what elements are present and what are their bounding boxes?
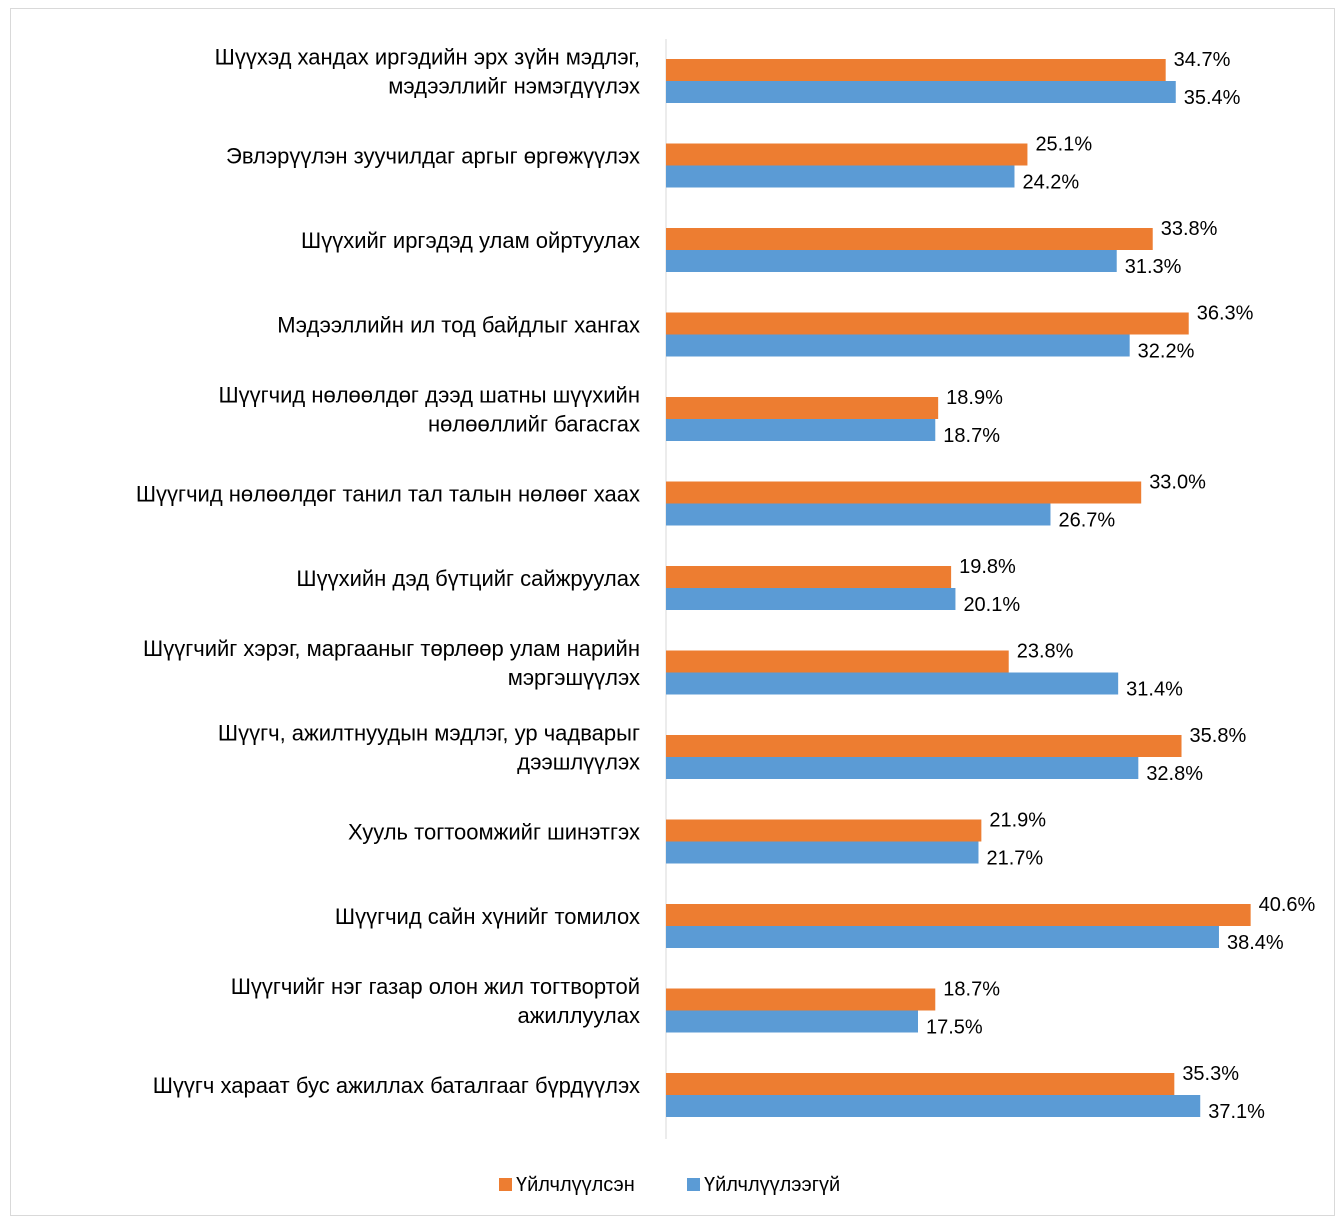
bar-not-serviced bbox=[666, 419, 936, 441]
data-label: 26.7% bbox=[1058, 510, 1115, 532]
data-label: 17.5% bbox=[926, 1017, 983, 1039]
bar-chart: Шүүхэд хандах иргэдийн эрх зүйн мэдлэг, м… bbox=[136, 39, 1316, 1196]
data-label: 33.8% bbox=[1161, 218, 1218, 240]
data-label: 32.8% bbox=[1146, 763, 1203, 785]
data-label: 21.7% bbox=[986, 848, 1043, 870]
bar-serviced bbox=[666, 228, 1153, 250]
data-label: 31.3% bbox=[1125, 256, 1182, 278]
legend-swatch-not-serviced bbox=[687, 1178, 700, 1191]
category-label: Шүүгч хараат бус ажиллах баталгааг бүрдү… bbox=[153, 1073, 640, 1098]
category-label: Шүүхийг иргэдэд улам ойртуулах bbox=[301, 228, 640, 253]
category-label-line: Шүүгчийг хэрэг, маргааныг төрлөөр улам н… bbox=[143, 636, 640, 661]
category-label-line: Шүүхийг иргэдэд улам ойртуулах bbox=[301, 228, 640, 253]
category-label: Хууль тогтоомжийг шинэтгэх bbox=[348, 820, 640, 845]
category-label-line: Мэдээллийн ил тод байдлыг хангах bbox=[277, 313, 640, 338]
data-label: 25.1% bbox=[1035, 134, 1092, 156]
data-label: 32.2% bbox=[1138, 341, 1195, 363]
bar-not-serviced bbox=[666, 250, 1117, 272]
bars-layer bbox=[666, 59, 1251, 1117]
bar-serviced bbox=[666, 59, 1166, 81]
data-label: 40.6% bbox=[1259, 894, 1316, 916]
category-label-line: мэдээллийг нэмэгдүүлэх bbox=[388, 74, 640, 99]
bar-serviced bbox=[666, 312, 1189, 335]
category-label: Мэдээллийн ил тод байдлыг хангах bbox=[277, 313, 640, 338]
data-label: 20.1% bbox=[963, 594, 1020, 616]
bar-not-serviced bbox=[666, 334, 1130, 357]
data-label: 38.4% bbox=[1227, 932, 1284, 954]
category-label: Шүүгч, ажилтнуудын мэдлэг, ур чадварыг дэ… bbox=[218, 721, 640, 775]
bar-not-serviced bbox=[666, 926, 1219, 948]
bar-not-serviced bbox=[666, 81, 1176, 103]
category-label-line: Шүүхийн дэд бүтцийг сайжруулах bbox=[296, 566, 640, 591]
data-label: 34.7% bbox=[1174, 49, 1231, 71]
data-label: 35.8% bbox=[1190, 725, 1247, 747]
chart-area: Шүүхэд хандах иргэдийн эрх зүйн мэдлэг, м… bbox=[10, 8, 1335, 1216]
bar-not-serviced bbox=[666, 672, 1119, 695]
category-label: Шүүхийн дэд бүтцийг сайжруулах bbox=[296, 566, 640, 591]
data-label: 35.3% bbox=[1182, 1063, 1239, 1085]
bar-serviced bbox=[666, 566, 952, 588]
data-label: 23.8% bbox=[1017, 641, 1074, 663]
data-label: 31.4% bbox=[1126, 679, 1183, 701]
bar-serviced bbox=[666, 143, 1028, 166]
bar-serviced bbox=[666, 735, 1182, 757]
bar-not-serviced bbox=[666, 1095, 1201, 1117]
category-label-line: Эвлэрүүлэн зуучилдаг аргыг өргөжүүлэх bbox=[226, 144, 640, 169]
data-label: 37.1% bbox=[1208, 1101, 1265, 1123]
category-label-line: Шүүгчийг нэг газар олон жил тогтвортой bbox=[231, 974, 640, 999]
bar-serviced bbox=[666, 988, 936, 1011]
data-label: 18.7% bbox=[943, 979, 1000, 1001]
bar-serviced bbox=[666, 904, 1251, 926]
data-label: 24.2% bbox=[1022, 172, 1079, 194]
bar-not-serviced bbox=[666, 588, 956, 610]
legend-label-serviced: Үйлчлүүлсэн bbox=[516, 1174, 635, 1196]
bar-not-serviced bbox=[666, 165, 1015, 188]
category-label: Шүүгчийг хэрэг, маргааныг төрлөөр улам н… bbox=[143, 636, 640, 690]
category-label: Эвлэрүүлэн зуучилдаг аргыг өргөжүүлэх bbox=[226, 144, 640, 169]
category-label: Шүүгчид нөлөөлдөг танил тал талын нөлөөг… bbox=[136, 482, 640, 507]
data-label: 18.9% bbox=[946, 387, 1003, 409]
bar-not-serviced bbox=[666, 757, 1139, 779]
bar-serviced bbox=[666, 819, 982, 842]
category-label-line: ажиллуулах bbox=[517, 1003, 640, 1028]
legend-label-not-serviced: Үйлчлүүлээгүй bbox=[704, 1174, 840, 1196]
category-label-line: Хууль тогтоомжийг шинэтгэх bbox=[348, 820, 640, 845]
bar-not-serviced bbox=[666, 841, 979, 864]
category-label-line: Шүүгчид сайн хүнийг томилох bbox=[335, 904, 640, 929]
category-label-line: нөлөөллийг багасгах bbox=[428, 412, 640, 437]
bar-not-serviced bbox=[666, 1010, 918, 1033]
data-label: 21.9% bbox=[989, 810, 1046, 832]
category-label-line: мэргэшүүлэх bbox=[508, 665, 640, 690]
bar-serviced bbox=[666, 650, 1009, 673]
data-label: 33.0% bbox=[1149, 472, 1206, 494]
bar-serviced bbox=[666, 397, 939, 419]
legend-swatch-serviced bbox=[499, 1178, 512, 1191]
category-label-line: Шүүхэд хандах иргэдийн эрх зүйн мэдлэг, bbox=[215, 45, 640, 70]
category-label-line: дээшлүүлэх bbox=[517, 750, 640, 775]
category-label: Шүүхэд хандах иргэдийн эрх зүйн мэдлэг, м… bbox=[215, 45, 640, 99]
bar-not-serviced bbox=[666, 503, 1051, 526]
bar-serviced bbox=[666, 481, 1142, 504]
data-label: 36.3% bbox=[1197, 303, 1254, 325]
labels-layer: Шүүхэд хандах иргэдийн эрх зүйн мэдлэг, м… bbox=[136, 45, 1316, 1124]
category-label: Шүүгчид сайн хүнийг томилох bbox=[335, 904, 640, 929]
category-label-line: Шүүгчид нөлөөлдөг танил тал талын нөлөөг… bbox=[136, 482, 640, 507]
bar-serviced bbox=[666, 1073, 1175, 1095]
data-label: 18.7% bbox=[943, 425, 1000, 447]
legend: Үйлчлүүлсэн Үйлчлүүлээгүй bbox=[499, 1174, 840, 1196]
data-label: 19.8% bbox=[959, 556, 1016, 578]
data-label: 35.4% bbox=[1184, 87, 1241, 109]
category-label: Шүүгчид нөлөөлдөг дээд шатны шүүхийн нөлө… bbox=[218, 383, 640, 437]
category-label-line: Шүүгч хараат бус ажиллах баталгааг бүрдү… bbox=[153, 1073, 640, 1098]
category-label: Шүүгчийг нэг газар олон жил тогтвортой аж… bbox=[231, 974, 640, 1028]
category-label-line: Шүүгчид нөлөөлдөг дээд шатны шүүхийн bbox=[218, 383, 640, 408]
category-label-line: Шүүгч, ажилтнуудын мэдлэг, ур чадварыг bbox=[218, 721, 640, 746]
